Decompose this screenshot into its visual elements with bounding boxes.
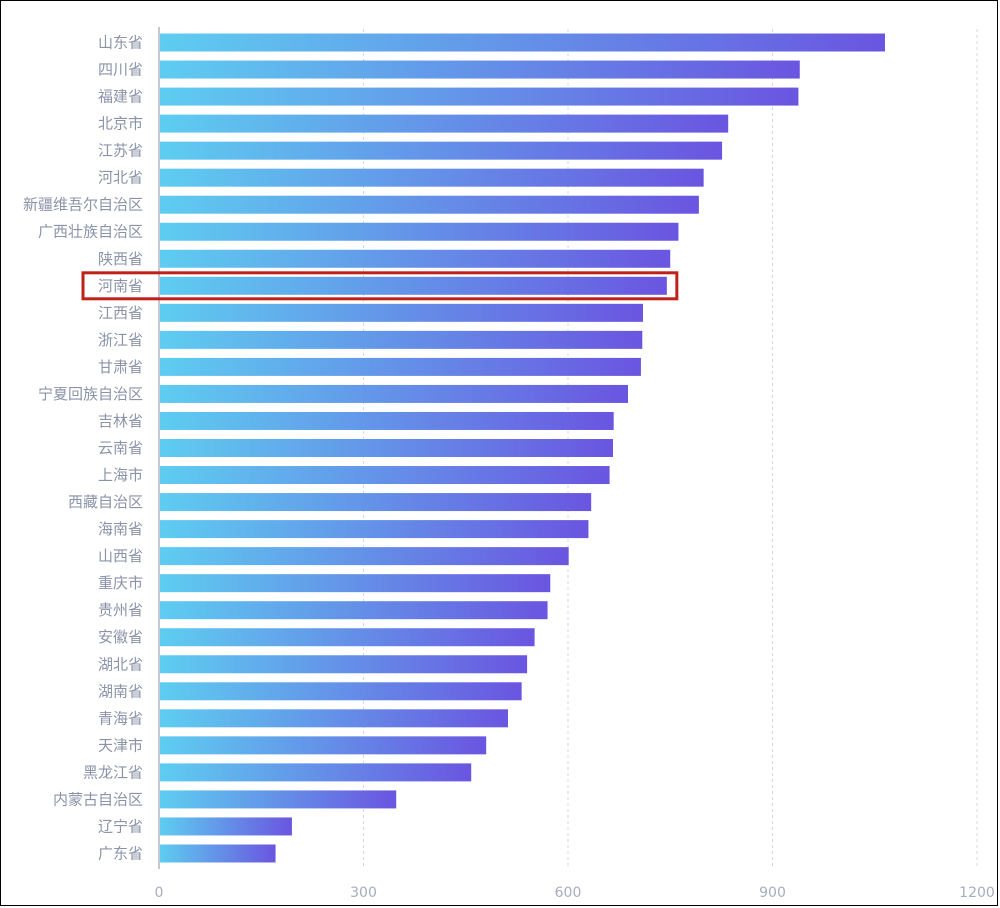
bar-江西省 bbox=[160, 303, 643, 322]
bar-山西省 bbox=[160, 547, 569, 566]
bar-吉林省 bbox=[160, 411, 614, 430]
category-label-宁夏回族自治区: 宁夏回族自治区 bbox=[38, 385, 143, 403]
bar-海南省 bbox=[160, 520, 589, 539]
category-label-湖北省: 湖北省 bbox=[98, 655, 143, 673]
bar-重庆市 bbox=[160, 574, 551, 593]
bar-天津市 bbox=[160, 736, 487, 755]
bar-湖北省 bbox=[160, 655, 528, 674]
category-label-吉林省: 吉林省 bbox=[98, 412, 143, 430]
category-label-湖南省: 湖南省 bbox=[98, 682, 143, 700]
bar-上海市 bbox=[160, 466, 610, 485]
category-label-辽宁省: 辽宁省 bbox=[98, 817, 143, 835]
bar-西藏自治区 bbox=[160, 493, 592, 512]
bar-宁夏回族自治区 bbox=[160, 384, 628, 403]
bar-广东省 bbox=[160, 844, 276, 863]
bar-湖南省 bbox=[160, 682, 522, 701]
category-label-河南省: 河南省 bbox=[98, 277, 143, 295]
grid-lines bbox=[363, 29, 978, 867]
x-tick-label-0: 0 bbox=[155, 885, 164, 901]
category-label-天津市: 天津市 bbox=[98, 736, 143, 754]
category-label-上海市: 上海市 bbox=[98, 466, 143, 484]
category-label-安徽省: 安徽省 bbox=[98, 628, 143, 646]
category-label-四川省: 四川省 bbox=[98, 61, 143, 79]
category-labels: 山东省四川省福建省北京市江苏省河北省新疆维吾尔自治区广西壮族自治区陕西省河南省江… bbox=[23, 34, 143, 863]
bar-贵州省 bbox=[160, 601, 548, 620]
category-label-福建省: 福建省 bbox=[98, 88, 143, 106]
bar-浙江省 bbox=[160, 330, 643, 349]
bar-陕西省 bbox=[160, 249, 671, 268]
category-label-山东省: 山东省 bbox=[98, 34, 143, 52]
category-label-黑龙江省: 黑龙江省 bbox=[83, 763, 143, 781]
bar-江苏省 bbox=[160, 141, 723, 160]
bar-黑龙江省 bbox=[160, 763, 472, 782]
category-label-江西省: 江西省 bbox=[98, 304, 143, 322]
bar-山东省 bbox=[160, 33, 885, 52]
bar-北京市 bbox=[160, 114, 729, 133]
bar-福建省 bbox=[160, 87, 799, 106]
category-label-云南省: 云南省 bbox=[98, 439, 143, 457]
bar-广西壮族自治区 bbox=[160, 222, 679, 241]
category-label-广西壮族自治区: 广西壮族自治区 bbox=[38, 223, 143, 241]
bar-内蒙古自治区 bbox=[160, 790, 397, 809]
category-label-内蒙古自治区: 内蒙古自治区 bbox=[53, 790, 143, 808]
bar-四川省 bbox=[160, 60, 800, 79]
x-tick-label-300: 300 bbox=[350, 885, 377, 901]
bar-series bbox=[160, 33, 885, 863]
x-tick-label-1200: 1200 bbox=[959, 885, 995, 901]
category-label-浙江省: 浙江省 bbox=[98, 331, 143, 349]
bar-青海省 bbox=[160, 709, 509, 728]
category-label-新疆维吾尔自治区: 新疆维吾尔自治区 bbox=[23, 196, 143, 214]
bar-新疆维吾尔自治区 bbox=[160, 195, 699, 214]
bar-辽宁省 bbox=[160, 817, 292, 836]
x-axis-ticks: 0 300 600 900 1200 bbox=[155, 885, 995, 901]
bar-云南省 bbox=[160, 439, 613, 457]
category-label-青海省: 青海省 bbox=[98, 709, 143, 727]
bar-安徽省 bbox=[160, 628, 535, 647]
x-tick-label-600: 600 bbox=[555, 885, 582, 901]
bar-河南省 bbox=[160, 276, 667, 295]
category-label-山西省: 山西省 bbox=[98, 547, 143, 565]
category-label-海南省: 海南省 bbox=[98, 520, 143, 538]
highlight-box bbox=[81, 271, 679, 301]
category-label-重庆市: 重庆市 bbox=[98, 574, 143, 592]
category-label-河北省: 河北省 bbox=[98, 169, 143, 187]
x-tick-label-900: 900 bbox=[759, 885, 786, 901]
category-label-甘肃省: 甘肃省 bbox=[98, 358, 143, 376]
category-label-西藏自治区: 西藏自治区 bbox=[68, 493, 143, 511]
category-label-江苏省: 江苏省 bbox=[98, 142, 143, 160]
category-label-广东省: 广东省 bbox=[98, 844, 143, 862]
category-label-北京市: 北京市 bbox=[98, 115, 143, 133]
category-label-陕西省: 陕西省 bbox=[98, 250, 143, 268]
bar-甘肃省 bbox=[160, 357, 641, 376]
category-label-贵州省: 贵州省 bbox=[98, 601, 143, 619]
bar-河北省 bbox=[160, 168, 704, 187]
